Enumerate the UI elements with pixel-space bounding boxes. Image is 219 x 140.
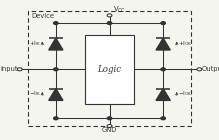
- Circle shape: [54, 22, 58, 24]
- Circle shape: [17, 68, 22, 71]
- Circle shape: [161, 68, 165, 71]
- Polygon shape: [49, 89, 63, 100]
- Circle shape: [161, 22, 165, 24]
- Polygon shape: [156, 89, 170, 100]
- Text: $-$I$_\mathrm{OK}$: $-$I$_\mathrm{OK}$: [178, 89, 193, 98]
- Circle shape: [107, 14, 112, 17]
- Circle shape: [107, 117, 112, 120]
- Circle shape: [54, 68, 58, 71]
- Text: Device: Device: [32, 13, 55, 19]
- Text: Input: Input: [0, 66, 18, 72]
- Circle shape: [161, 117, 165, 120]
- Circle shape: [54, 117, 58, 120]
- Bar: [85, 35, 134, 104]
- Text: Logic: Logic: [97, 65, 122, 74]
- Text: GND: GND: [102, 127, 117, 133]
- Circle shape: [107, 22, 112, 24]
- Text: V$_\mathrm{CC}$: V$_\mathrm{CC}$: [113, 4, 126, 15]
- Polygon shape: [156, 38, 170, 50]
- Circle shape: [197, 68, 202, 71]
- Circle shape: [107, 124, 112, 128]
- Text: Output: Output: [201, 66, 219, 72]
- Polygon shape: [49, 38, 63, 50]
- Bar: [28, 11, 191, 126]
- Text: $-$I$_\mathrm{IK}$: $-$I$_\mathrm{IK}$: [28, 89, 41, 98]
- Text: +I$_\mathrm{OK}$: +I$_\mathrm{OK}$: [178, 39, 193, 48]
- Text: +I$_\mathrm{IK}$: +I$_\mathrm{IK}$: [28, 39, 41, 48]
